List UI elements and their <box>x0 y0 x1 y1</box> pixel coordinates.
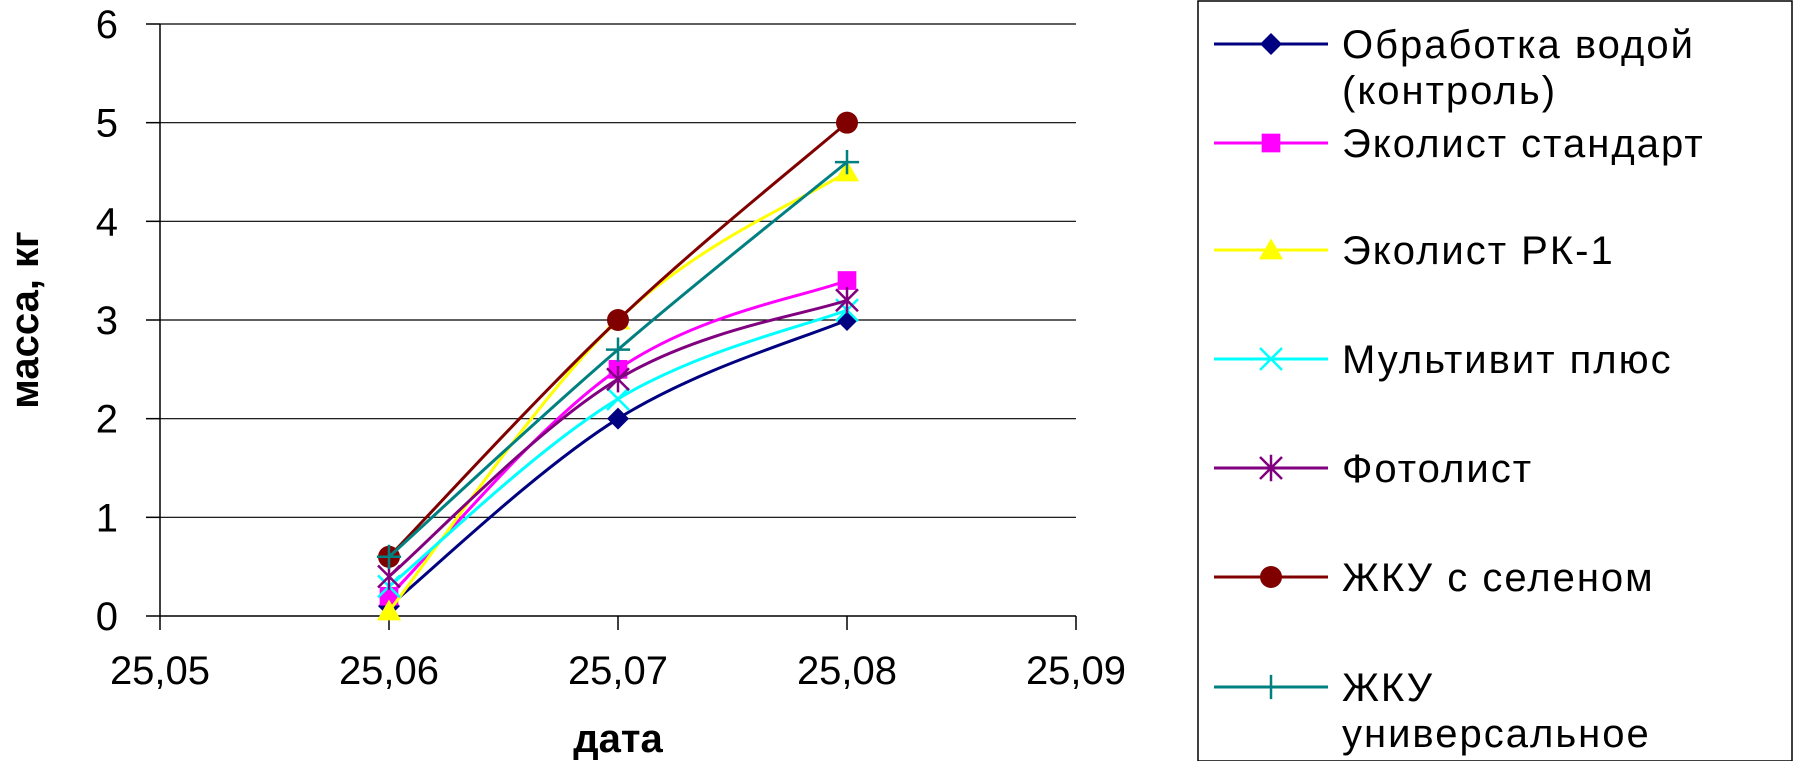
data-point <box>605 337 631 362</box>
y-tick-label: 1 <box>96 496 118 540</box>
series-lines <box>376 111 860 621</box>
data-point <box>376 544 402 569</box>
legend-label: Фотолист <box>1342 447 1533 491</box>
y-tick-label: 2 <box>96 398 118 442</box>
legend-label: Мультивит плюс <box>1342 338 1673 382</box>
data-point <box>606 366 630 393</box>
x-tick-label: 25,06 <box>339 649 439 693</box>
legend-item: Эколист стандарт <box>1214 122 1705 166</box>
legend-item: Эколист РК-1 <box>1214 229 1615 273</box>
data-point <box>606 387 630 411</box>
legend: Обработка водой(контроль) Эколист стандар… <box>1197 0 1793 761</box>
x-tick-labels: 25,05 25,06 25,07 25,08 25,09 <box>110 649 1126 693</box>
legend-label: универсальное <box>1342 712 1651 756</box>
gridlines <box>160 23 1076 518</box>
x-tick-label: 25,07 <box>568 649 668 693</box>
x-tick-label: 25,09 <box>1026 649 1126 693</box>
x-tick-label: 25,08 <box>797 649 897 693</box>
legend-item: Мультивит плюс <box>1214 338 1673 382</box>
legend-label: ЖКУ <box>1342 666 1434 710</box>
axes <box>146 23 1077 630</box>
y-tick-label: 4 <box>96 200 118 244</box>
legend-marker <box>1258 238 1284 260</box>
y-tick-label: 6 <box>96 3 118 47</box>
legend-item: Обработка водой(контроль) <box>1214 23 1695 113</box>
series-7 <box>376 150 860 569</box>
data-point <box>607 309 629 331</box>
y-tick-labels: 0 1 2 3 4 5 6 <box>96 3 118 639</box>
data-point <box>837 271 857 290</box>
data-point <box>836 111 858 134</box>
y-tick-label: 5 <box>96 102 118 146</box>
x-tick-label: 25,05 <box>110 649 210 693</box>
legend-box <box>1197 0 1793 761</box>
legend-label: (контроль) <box>1342 69 1557 113</box>
legend-label: Обработка водой <box>1342 23 1695 67</box>
legend-marker <box>1260 566 1282 588</box>
x-axis-title: дата <box>573 717 663 761</box>
legend-label: Эколист стандарт <box>1342 122 1705 166</box>
y-tick-label: 3 <box>96 299 118 343</box>
series-5 <box>377 287 859 590</box>
legend-marker <box>1260 33 1282 55</box>
data-point <box>376 599 402 621</box>
legend-marker <box>1259 454 1283 482</box>
y-tick-label: 0 <box>96 595 118 639</box>
legend-marker <box>1259 347 1283 371</box>
legend-label: Эколист РК-1 <box>1342 229 1615 273</box>
data-point <box>607 407 629 430</box>
legend-marker <box>1261 133 1281 153</box>
data-point <box>835 287 859 314</box>
legend-item: Фотолист <box>1214 447 1533 491</box>
legend-marker <box>1258 674 1284 700</box>
legend-item: ЖКУ с селеном <box>1214 556 1655 600</box>
legend-label: ЖКУ с селеном <box>1342 556 1655 600</box>
y-axis-title: масса, кг <box>3 231 47 408</box>
data-point <box>834 150 860 175</box>
